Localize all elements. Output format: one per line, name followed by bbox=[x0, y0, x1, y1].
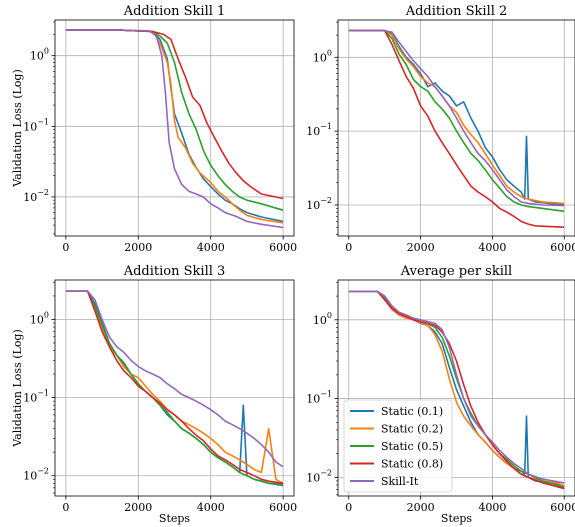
x-tick-label: 0 bbox=[345, 501, 352, 514]
series-line-static-0-1 bbox=[348, 29, 565, 206]
x-tick-label: 0 bbox=[62, 241, 69, 254]
x-tick-label: 2000 bbox=[407, 241, 435, 254]
y-tick-label: 10−2 bbox=[306, 468, 332, 484]
y-tick-base: 10 bbox=[306, 125, 320, 138]
series-line-static-0-8 bbox=[348, 290, 565, 490]
legend-label: Skill-It bbox=[381, 475, 419, 488]
x-tick-label: 6000 bbox=[550, 241, 575, 254]
legend-label: Static (0.5) bbox=[381, 440, 443, 453]
series-line-static-0-8 bbox=[65, 29, 284, 200]
y-tick-exponent: −2 bbox=[320, 196, 332, 205]
series-line-skill-it bbox=[65, 29, 284, 229]
chart-title: Addition Skill 3 bbox=[123, 264, 226, 279]
y-tick-exponent: −1 bbox=[37, 117, 49, 126]
x-tick-label: 2000 bbox=[407, 501, 435, 514]
legend-item: Static (0.8) bbox=[350, 458, 443, 471]
series-line-static-0-1 bbox=[65, 29, 284, 223]
y-tick-base: 10 bbox=[23, 392, 37, 405]
y-tick-base: 10 bbox=[23, 470, 37, 483]
legend-label: Static (0.2) bbox=[381, 423, 443, 436]
x-axis-label: Steps bbox=[159, 512, 191, 525]
series-line-static-0-2 bbox=[348, 29, 565, 205]
legend-label: Static (0.8) bbox=[381, 458, 443, 471]
chart-title: Addition Skill 2 bbox=[405, 4, 508, 19]
y-tick-exponent: −2 bbox=[320, 468, 332, 477]
y-tick-label: 10−2 bbox=[306, 196, 332, 212]
legend-item: Static (0.5) bbox=[350, 440, 443, 453]
y-tick-base: 10 bbox=[313, 51, 327, 64]
x-tick-label: 4000 bbox=[478, 241, 506, 254]
legend-label: Static (0.1) bbox=[381, 405, 443, 418]
y-tick-exponent: 0 bbox=[327, 311, 332, 320]
series-line-skill-it bbox=[348, 290, 565, 484]
y-tick-label: 10−1 bbox=[306, 122, 332, 138]
axes-frame bbox=[337, 279, 575, 497]
x-tick-label: 6000 bbox=[550, 501, 575, 514]
series-line-static-0-5 bbox=[65, 290, 284, 485]
y-tick-base: 10 bbox=[23, 191, 37, 204]
y-axis-label: Validation Loss (Log) bbox=[11, 329, 24, 448]
y-tick-base: 10 bbox=[313, 314, 327, 327]
axes-frame bbox=[337, 19, 575, 237]
y-tick-label: 10−2 bbox=[23, 467, 49, 483]
y-tick-exponent: −2 bbox=[37, 467, 49, 476]
x-tick-label: 0 bbox=[345, 241, 352, 254]
y-tick-label: 10−1 bbox=[23, 117, 49, 133]
y-tick-exponent: 0 bbox=[44, 47, 49, 56]
series-line-static-0-8 bbox=[65, 290, 284, 485]
chart-title: Average per skill bbox=[400, 264, 512, 279]
y-tick-exponent: 0 bbox=[327, 48, 332, 57]
y-tick-base: 10 bbox=[30, 50, 44, 63]
legend-item: Static (0.2) bbox=[350, 423, 443, 436]
series-line-static-0-5 bbox=[348, 29, 565, 213]
legend-item: Static (0.1) bbox=[350, 405, 443, 418]
y-tick-base: 10 bbox=[30, 313, 44, 326]
legend-box bbox=[343, 399, 453, 493]
x-tick-label: 4000 bbox=[197, 501, 225, 514]
y-tick-label: 10−2 bbox=[23, 188, 49, 204]
y-tick-exponent: −1 bbox=[320, 390, 332, 399]
x-tick-label: 0 bbox=[62, 501, 69, 514]
y-tick-exponent: −2 bbox=[37, 188, 49, 197]
legend: Static (0.1) Static (0.2) Static (0.5) Stat… bbox=[343, 399, 453, 493]
y-tick-exponent: 0 bbox=[44, 310, 49, 319]
axes-frame bbox=[54, 19, 295, 237]
y-tick-base: 10 bbox=[306, 199, 320, 212]
series-line-skill-it bbox=[348, 29, 565, 207]
x-tick-label: 6000 bbox=[269, 241, 297, 254]
series-line-skill-it bbox=[65, 290, 284, 468]
series-line-static-0-2 bbox=[65, 29, 284, 224]
y-tick-base: 10 bbox=[306, 471, 320, 484]
x-tick-label: 4000 bbox=[197, 241, 225, 254]
y-axis-label: Validation Loss (Log) bbox=[11, 69, 24, 188]
x-tick-label: 4000 bbox=[478, 501, 506, 514]
x-tick-label: 6000 bbox=[269, 501, 297, 514]
y-tick-label: 100 bbox=[313, 311, 332, 327]
series-line-static-0-8 bbox=[348, 29, 565, 228]
y-tick-label: 100 bbox=[30, 310, 49, 326]
legend-item: Skill-It bbox=[350, 475, 419, 488]
series-line-static-0-5 bbox=[65, 29, 284, 211]
x-axis-label: Steps bbox=[441, 512, 473, 525]
y-tick-exponent: −1 bbox=[320, 122, 332, 131]
y-tick-label: 10−1 bbox=[23, 389, 49, 405]
y-tick-base: 10 bbox=[306, 393, 320, 406]
y-tick-base: 10 bbox=[23, 120, 37, 133]
y-tick-exponent: −1 bbox=[37, 389, 49, 398]
y-tick-label: 100 bbox=[30, 47, 49, 63]
chart-title: Addition Skill 1 bbox=[123, 4, 226, 19]
x-tick-label: 2000 bbox=[124, 241, 152, 254]
axes-frame bbox=[54, 279, 295, 497]
x-tick-label: 2000 bbox=[124, 501, 152, 514]
y-tick-label: 100 bbox=[313, 48, 332, 64]
y-tick-label: 10−1 bbox=[306, 390, 332, 406]
